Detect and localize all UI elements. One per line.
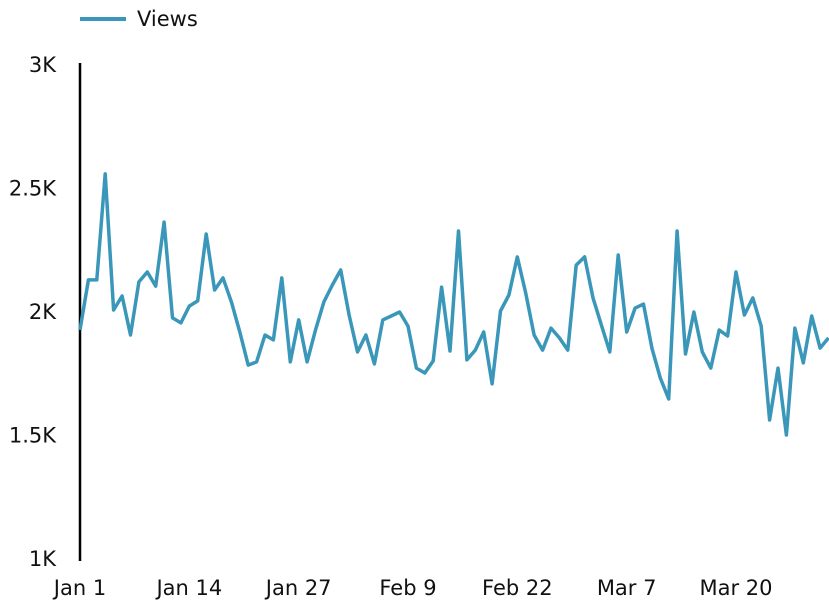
x-tick-label: Jan 14 — [154, 576, 222, 600]
x-tick-label: Feb 22 — [482, 576, 553, 600]
y-tick-label: 2K — [29, 300, 57, 324]
y-tick-label: 3K — [29, 53, 57, 77]
x-tick-label: Mar 20 — [699, 576, 772, 600]
x-tick-label: Jan 27 — [264, 576, 332, 600]
y-tick-label: 1K — [29, 547, 57, 571]
y-tick-label: 1.5K — [9, 424, 57, 448]
series-line — [78, 172, 829, 437]
y-tick-label: 2.5K — [9, 177, 57, 201]
x-tick-label: Feb 9 — [379, 576, 436, 600]
legend-label: Views — [137, 7, 198, 31]
x-tick-label: Mar 7 — [597, 576, 657, 600]
x-tick-label: Jan 1 — [52, 576, 106, 600]
